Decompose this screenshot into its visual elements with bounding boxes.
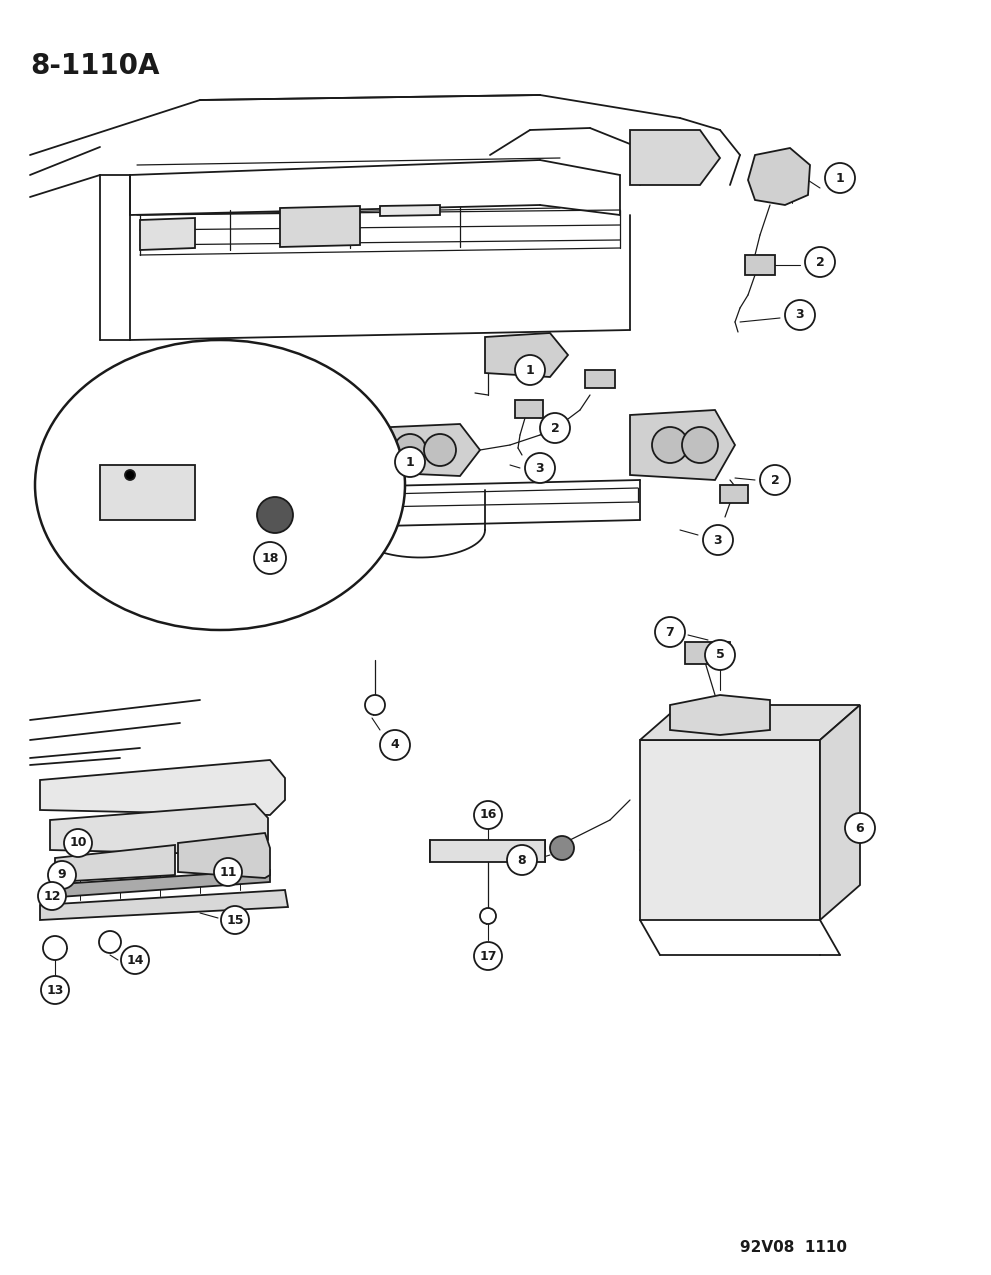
Circle shape [474,942,502,970]
Circle shape [825,163,855,193]
Polygon shape [380,205,440,215]
Text: 5: 5 [716,649,724,662]
Text: 9: 9 [57,868,66,881]
Text: 4: 4 [390,738,399,751]
Circle shape [221,907,249,935]
Bar [430,840,545,862]
Text: 3: 3 [714,533,722,547]
Circle shape [785,300,815,330]
Circle shape [121,946,149,974]
Circle shape [38,882,66,910]
Text: 2: 2 [816,255,825,269]
Circle shape [652,427,688,463]
Text: 3: 3 [796,309,805,321]
Circle shape [48,861,76,889]
Circle shape [550,836,574,861]
Text: 14: 14 [126,954,144,966]
Circle shape [254,542,286,574]
Text: 12: 12 [44,890,60,903]
Circle shape [705,640,735,669]
Bar [745,255,775,275]
Circle shape [540,413,570,442]
Circle shape [125,470,135,479]
Text: 1: 1 [405,455,414,468]
Circle shape [525,453,555,483]
Text: 10: 10 [69,836,87,849]
Polygon shape [640,705,860,739]
Text: 2: 2 [771,473,779,487]
Circle shape [99,931,121,952]
Ellipse shape [35,340,405,630]
Circle shape [515,354,545,385]
Polygon shape [485,333,568,377]
Polygon shape [140,218,195,250]
Circle shape [682,427,718,463]
Bar [515,400,543,418]
Bar [585,370,615,388]
Polygon shape [50,805,268,856]
Polygon shape [670,695,770,734]
Circle shape [507,845,537,875]
Bar [685,643,730,664]
Polygon shape [55,845,175,882]
Polygon shape [370,425,480,476]
Text: 13: 13 [47,983,63,997]
Text: 17: 17 [480,950,496,963]
Circle shape [41,975,69,1003]
Text: 3: 3 [536,462,544,474]
Polygon shape [820,705,860,921]
Circle shape [760,465,790,495]
Text: 11: 11 [219,866,237,878]
Circle shape [257,497,293,533]
Circle shape [805,247,835,277]
Bar [100,465,195,520]
Circle shape [395,448,425,477]
Polygon shape [45,870,270,898]
Text: 16: 16 [480,808,496,821]
Polygon shape [748,148,810,205]
Circle shape [214,858,242,886]
Polygon shape [630,130,720,185]
Polygon shape [178,833,270,878]
Text: 1: 1 [835,172,844,185]
Circle shape [424,434,456,465]
Text: 18: 18 [262,552,278,565]
Text: 15: 15 [226,913,244,927]
Circle shape [365,695,385,715]
Circle shape [372,437,398,463]
Polygon shape [280,207,360,247]
Text: 8-1110A: 8-1110A [30,52,160,80]
Circle shape [480,908,496,924]
Text: 6: 6 [855,821,864,835]
Text: 92V08  1110: 92V08 1110 [740,1241,847,1255]
Circle shape [474,801,502,829]
Text: 1: 1 [525,363,534,376]
Polygon shape [40,760,285,815]
Polygon shape [630,411,735,479]
Bar [720,484,748,504]
Circle shape [394,434,426,465]
Polygon shape [640,740,820,921]
Text: 2: 2 [551,422,559,435]
Text: 7: 7 [666,626,674,639]
Circle shape [43,936,67,960]
Circle shape [703,525,733,555]
Circle shape [655,617,685,646]
Circle shape [845,813,875,843]
Circle shape [64,829,92,857]
Polygon shape [40,890,288,921]
Circle shape [380,731,410,760]
Text: 8: 8 [517,853,526,867]
